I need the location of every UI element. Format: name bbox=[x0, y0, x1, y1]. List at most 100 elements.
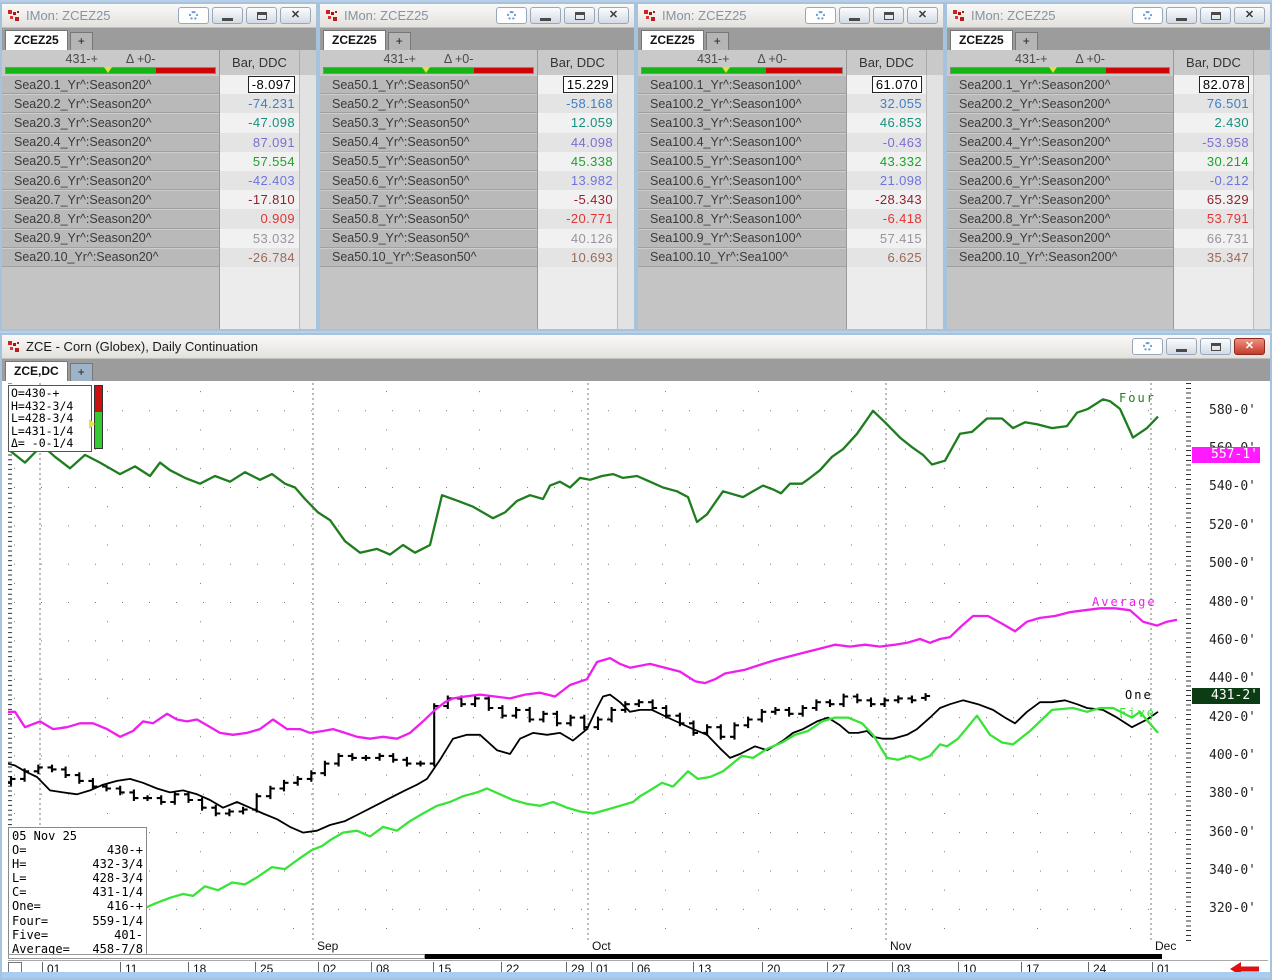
table-row[interactable]: Sea20.1_Yr^:Season20^ -8.097 bbox=[2, 75, 316, 95]
imon-column-header[interactable]: Bar, DDC bbox=[846, 50, 926, 75]
close-button[interactable]: ✕ bbox=[1234, 338, 1265, 355]
close-button[interactable]: ✕ bbox=[598, 7, 629, 24]
add-tab-button[interactable]: + bbox=[705, 32, 729, 50]
row-value-cell[interactable]: 44.098 bbox=[537, 132, 617, 152]
maximize-button[interactable] bbox=[564, 7, 595, 24]
chart-canvas[interactable] bbox=[8, 383, 1186, 941]
table-row[interactable]: Sea200.3_Yr^:Season200^ 2.430 bbox=[947, 113, 1270, 133]
table-row[interactable]: Sea20.9_Yr^:Season20^ 53.032 bbox=[2, 228, 316, 248]
pin-button[interactable] bbox=[1132, 7, 1163, 24]
row-value-cell[interactable]: -6.418 bbox=[846, 209, 926, 229]
row-value-cell[interactable]: -28.343 bbox=[846, 190, 926, 210]
row-value-cell[interactable]: -5.430 bbox=[537, 190, 617, 210]
chart-titlebar[interactable]: ZCE - Corn (Globex), Daily Continuation … bbox=[2, 335, 1270, 359]
table-row[interactable]: Sea200.2_Yr^:Season200^ 76.501 bbox=[947, 94, 1270, 114]
table-row[interactable]: Sea50.3_Yr^:Season50^ 12.059 bbox=[320, 113, 634, 133]
row-value-cell[interactable]: 6.625 bbox=[846, 247, 926, 267]
imon-header-name[interactable]: 431-+ Δ +0- bbox=[947, 50, 1173, 75]
imon-titlebar[interactable]: IMon: ZCEZ25 ✕ bbox=[947, 4, 1270, 28]
close-button[interactable]: ✕ bbox=[1234, 7, 1265, 24]
row-value-cell[interactable]: 65.329 bbox=[1173, 190, 1253, 210]
row-value-cell[interactable]: 13.982 bbox=[537, 170, 617, 191]
table-row[interactable]: Sea200.8_Yr^:Season200^ 53.791 bbox=[947, 209, 1270, 229]
row-value-cell[interactable]: 10.693 bbox=[537, 247, 617, 267]
table-row[interactable]: Sea50.6_Yr^:Season50^ 13.982 bbox=[320, 170, 634, 191]
minimize-button[interactable] bbox=[1166, 338, 1197, 355]
tab-zce-dc[interactable]: ZCE,DC bbox=[5, 361, 68, 381]
tab-zcez25[interactable]: ZCEZ25 bbox=[5, 30, 68, 50]
tab-zcez25[interactable]: ZCEZ25 bbox=[641, 30, 704, 50]
pin-button[interactable] bbox=[496, 7, 527, 24]
table-row[interactable]: Sea100.4_Yr^:Season100^ -0.463 bbox=[638, 132, 943, 152]
maximize-button[interactable] bbox=[246, 7, 277, 24]
table-row[interactable]: Sea200.9_Yr^:Season200^ 66.731 bbox=[947, 228, 1270, 248]
row-value-cell[interactable]: 21.098 bbox=[846, 170, 926, 191]
table-row[interactable]: Sea20.5_Yr^:Season20^ 57.554 bbox=[2, 151, 316, 171]
row-value-cell[interactable]: 15.229 bbox=[537, 75, 617, 95]
imon-column-header[interactable]: Bar, DDC bbox=[537, 50, 617, 75]
table-row[interactable]: Sea20.10_Yr^:Season20^ -26.784 bbox=[2, 247, 316, 267]
row-value-cell[interactable]: -74.231 bbox=[219, 94, 299, 114]
table-row[interactable]: Sea50.4_Yr^:Season50^ 44.098 bbox=[320, 132, 634, 152]
table-row[interactable]: Sea200.7_Yr^:Season200^ 65.329 bbox=[947, 190, 1270, 210]
pin-button[interactable] bbox=[1132, 338, 1163, 355]
row-value-cell[interactable]: -58.168 bbox=[537, 94, 617, 114]
table-row[interactable]: Sea100.5_Yr^:Season100^ 43.332 bbox=[638, 151, 943, 171]
table-row[interactable]: Sea20.6_Yr^:Season20^ -42.403 bbox=[2, 170, 316, 191]
table-row[interactable]: Sea100.6_Yr^:Season100^ 21.098 bbox=[638, 170, 943, 191]
row-value-cell[interactable]: 53.032 bbox=[219, 228, 299, 248]
row-value-cell[interactable]: -20.771 bbox=[537, 209, 617, 229]
table-row[interactable]: Sea100.10_Yr^:Sea100^ 6.625 bbox=[638, 247, 943, 267]
table-row[interactable]: Sea200.5_Yr^:Season200^ 30.214 bbox=[947, 151, 1270, 171]
table-row[interactable]: Sea50.7_Yr^:Season50^ -5.430 bbox=[320, 190, 634, 210]
maximize-button[interactable] bbox=[873, 7, 904, 24]
row-value-cell[interactable]: 46.853 bbox=[846, 113, 926, 133]
table-row[interactable]: Sea100.1_Yr^:Season100^ 61.070 bbox=[638, 75, 943, 95]
table-row[interactable]: Sea50.5_Yr^:Season50^ 45.338 bbox=[320, 151, 634, 171]
row-value-cell[interactable]: -26.784 bbox=[219, 247, 299, 267]
row-value-cell[interactable]: -53.958 bbox=[1173, 132, 1253, 152]
pin-button[interactable] bbox=[178, 7, 209, 24]
row-value-cell[interactable]: -0.463 bbox=[846, 132, 926, 152]
row-value-cell[interactable]: 12.059 bbox=[537, 113, 617, 133]
tab-zcez25[interactable]: ZCEZ25 bbox=[950, 30, 1013, 50]
row-value-cell[interactable]: 53.791 bbox=[1173, 209, 1253, 229]
row-value-cell[interactable]: 61.070 bbox=[846, 75, 926, 95]
row-value-cell[interactable]: -42.403 bbox=[219, 170, 299, 191]
table-row[interactable]: Sea100.8_Yr^:Season100^ -6.418 bbox=[638, 209, 943, 229]
maximize-button[interactable] bbox=[1200, 338, 1231, 355]
table-row[interactable]: Sea20.7_Yr^:Season20^ -17.810 bbox=[2, 190, 316, 210]
table-row[interactable]: Sea200.10_Yr^:Season200^ 35.347 bbox=[947, 247, 1270, 267]
row-value-cell[interactable]: 2.430 bbox=[1173, 113, 1253, 133]
imon-titlebar[interactable]: IMon: ZCEZ25 ✕ bbox=[2, 4, 316, 28]
minimize-button[interactable] bbox=[1166, 7, 1197, 24]
table-row[interactable]: Sea100.9_Yr^:Season100^ 57.415 bbox=[638, 228, 943, 248]
table-row[interactable]: Sea200.6_Yr^:Season200^ -0.212 bbox=[947, 170, 1270, 191]
minimize-button[interactable] bbox=[839, 7, 870, 24]
row-value-cell[interactable]: 57.554 bbox=[219, 151, 299, 171]
imon-column-header[interactable]: Bar, DDC bbox=[219, 50, 299, 75]
pin-button[interactable] bbox=[805, 7, 836, 24]
table-row[interactable]: Sea100.3_Yr^:Season100^ 46.853 bbox=[638, 113, 943, 133]
add-tab-button[interactable]: + bbox=[69, 363, 93, 381]
table-row[interactable]: Sea20.4_Yr^:Season20^ 87.091 bbox=[2, 132, 316, 152]
row-value-cell[interactable]: 32.055 bbox=[846, 94, 926, 114]
row-value-cell[interactable]: 87.091 bbox=[219, 132, 299, 152]
maximize-button[interactable] bbox=[1200, 7, 1231, 24]
row-value-cell[interactable]: 76.501 bbox=[1173, 94, 1253, 114]
close-button[interactable]: ✕ bbox=[907, 7, 938, 24]
row-value-cell[interactable]: 82.078 bbox=[1173, 75, 1253, 95]
table-row[interactable]: Sea200.1_Yr^:Season200^ 82.078 bbox=[947, 75, 1270, 95]
row-value-cell[interactable]: 0.909 bbox=[219, 209, 299, 229]
imon-header-name[interactable]: 431-+ Δ +0- bbox=[320, 50, 537, 75]
add-tab-button[interactable]: + bbox=[69, 32, 93, 50]
table-row[interactable]: Sea50.9_Yr^:Season50^ 40.126 bbox=[320, 228, 634, 248]
add-tab-button[interactable]: + bbox=[1014, 32, 1038, 50]
row-value-cell[interactable]: 40.126 bbox=[537, 228, 617, 248]
row-value-cell[interactable]: -8.097 bbox=[219, 75, 299, 95]
minimize-button[interactable] bbox=[212, 7, 243, 24]
table-row[interactable]: Sea50.2_Yr^:Season50^ -58.168 bbox=[320, 94, 634, 114]
table-row[interactable]: Sea20.3_Yr^:Season20^ -47.098 bbox=[2, 113, 316, 133]
row-value-cell[interactable]: -0.212 bbox=[1173, 170, 1253, 191]
tab-zcez25[interactable]: ZCEZ25 bbox=[323, 30, 386, 50]
